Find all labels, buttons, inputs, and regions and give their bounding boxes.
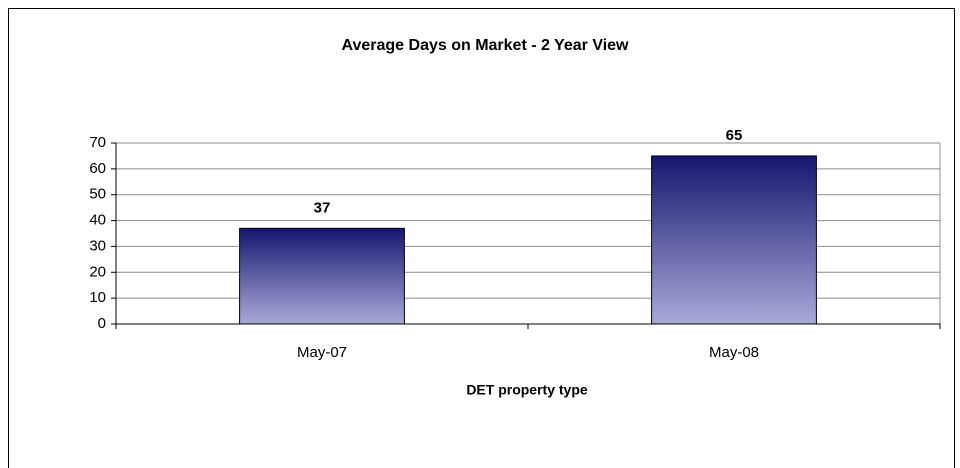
x-tick-label: May-07	[297, 344, 347, 361]
bar	[651, 155, 817, 325]
y-tick-label: 70	[89, 134, 106, 151]
y-tick-label: 30	[89, 237, 106, 254]
chart-title: Average Days on Market - 2 Year View	[342, 37, 630, 54]
x-axis-title: DET property type	[466, 382, 588, 398]
y-tick-label: 40	[89, 212, 106, 229]
bar	[239, 227, 405, 325]
y-tick-label: 60	[89, 160, 106, 177]
data-label: 65	[726, 127, 743, 144]
x-tick-label: May-08	[709, 344, 759, 361]
y-tick-label: 20	[89, 263, 106, 280]
data-label: 37	[314, 199, 331, 216]
y-tick-label: 50	[89, 186, 106, 203]
y-tick-label: 10	[89, 289, 106, 306]
y-tick-label: 0	[98, 315, 106, 332]
